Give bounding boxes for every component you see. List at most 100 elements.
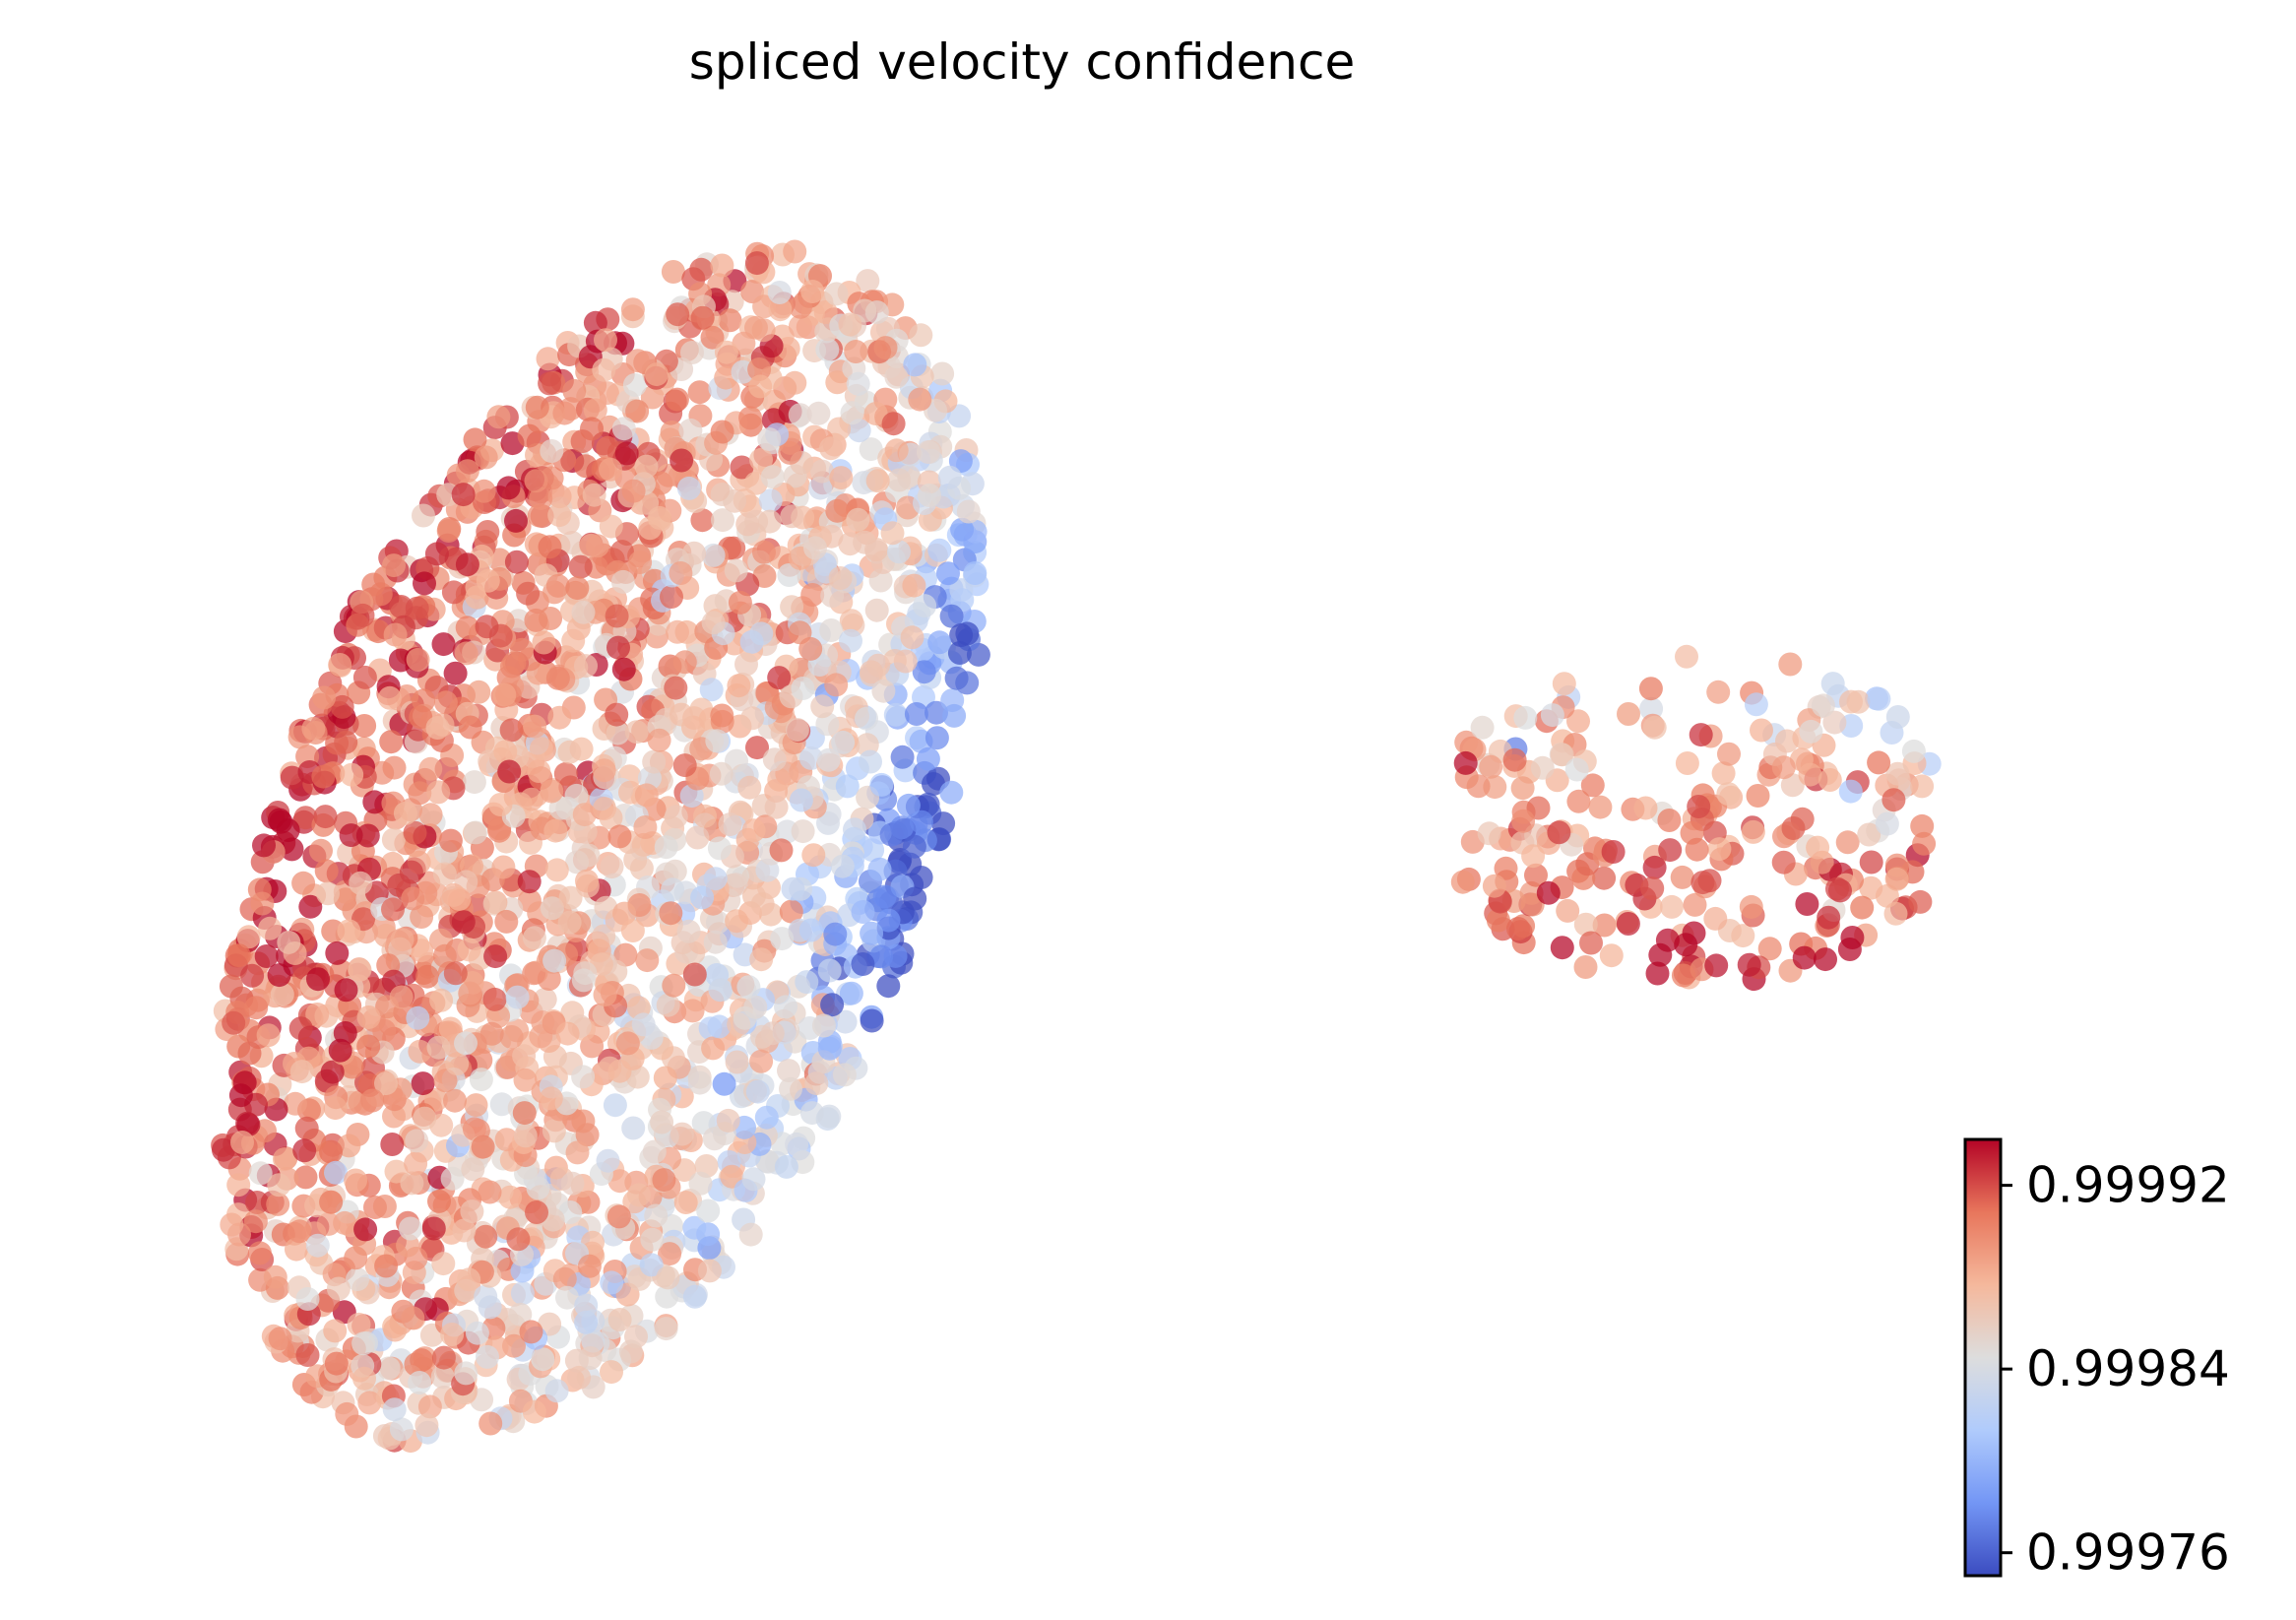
data-point xyxy=(478,1295,502,1320)
data-point xyxy=(654,835,678,860)
data-point xyxy=(606,1204,631,1229)
data-point xyxy=(592,758,616,783)
data-point xyxy=(734,652,758,677)
data-point xyxy=(939,780,964,805)
data-point xyxy=(337,919,361,943)
data-point xyxy=(244,996,269,1020)
data-point xyxy=(800,583,825,607)
data-point xyxy=(640,1227,665,1252)
data-point xyxy=(487,548,512,572)
data-point xyxy=(819,618,844,642)
data-point xyxy=(256,1023,281,1048)
data-point xyxy=(611,657,636,681)
data-point xyxy=(425,716,450,740)
data-point xyxy=(609,540,634,564)
data-point xyxy=(780,504,804,529)
data-point xyxy=(825,370,850,395)
data-point xyxy=(1536,880,1561,905)
colorbar-tick-label: 0.99984 xyxy=(2026,1340,2230,1397)
data-point xyxy=(1716,782,1741,807)
data-point xyxy=(1901,739,1926,763)
data-point xyxy=(411,1071,435,1096)
data-point xyxy=(670,702,693,727)
data-point xyxy=(815,338,840,361)
data-point xyxy=(627,1183,651,1207)
data-point xyxy=(538,371,562,396)
data-point xyxy=(664,676,688,700)
data-point xyxy=(620,919,645,942)
data-point xyxy=(884,438,909,463)
data-point xyxy=(779,1076,802,1101)
data-point xyxy=(382,755,407,780)
data-point xyxy=(324,1160,348,1185)
data-point xyxy=(744,509,769,534)
scatter-points xyxy=(211,239,1942,1454)
data-point xyxy=(558,885,583,910)
data-point xyxy=(749,1049,774,1073)
data-point xyxy=(294,1116,319,1140)
data-point xyxy=(389,1417,414,1442)
data-point xyxy=(537,967,561,991)
data-point xyxy=(770,927,795,951)
data-point xyxy=(479,1021,504,1046)
data-point xyxy=(696,1199,721,1223)
data-point xyxy=(212,1137,235,1162)
data-point xyxy=(389,985,414,1009)
data-point xyxy=(925,700,948,725)
data-point xyxy=(811,1013,836,1038)
data-point xyxy=(939,604,964,628)
data-point xyxy=(673,1191,698,1214)
data-point xyxy=(555,1285,579,1310)
data-point xyxy=(876,908,901,933)
data-point xyxy=(947,641,972,665)
data-point xyxy=(1640,876,1665,901)
data-point xyxy=(334,978,358,1003)
data-point xyxy=(352,1366,376,1391)
data-point xyxy=(730,455,754,480)
data-point xyxy=(1564,757,1589,782)
data-point xyxy=(583,398,607,422)
data-point xyxy=(499,718,524,743)
data-point xyxy=(1506,917,1530,940)
data-point xyxy=(376,1356,401,1381)
data-point xyxy=(236,925,261,949)
data-point xyxy=(838,312,862,337)
data-point xyxy=(1580,773,1605,798)
data-point xyxy=(500,654,524,679)
data-point xyxy=(795,970,819,995)
data-point xyxy=(476,568,500,593)
data-point xyxy=(611,417,636,441)
data-point xyxy=(779,899,803,924)
data-point xyxy=(798,636,823,661)
data-point xyxy=(409,705,433,730)
data-point xyxy=(1910,813,1935,838)
data-point xyxy=(791,819,815,844)
data-point xyxy=(337,1134,361,1158)
data-point xyxy=(270,982,294,1006)
data-point xyxy=(427,1189,451,1213)
data-point xyxy=(690,508,715,533)
data-point xyxy=(226,1173,251,1198)
data-point xyxy=(820,993,845,1017)
data-point xyxy=(1682,921,1706,945)
data-point xyxy=(539,607,563,630)
data-point xyxy=(250,891,275,916)
data-point xyxy=(440,1166,465,1191)
data-point xyxy=(758,488,783,513)
data-point xyxy=(748,374,773,399)
data-point xyxy=(458,981,482,1005)
data-point xyxy=(517,870,542,894)
data-point xyxy=(403,820,427,845)
data-point xyxy=(319,1139,343,1164)
data-point xyxy=(465,1321,489,1345)
data-point xyxy=(431,632,456,657)
data-point xyxy=(568,554,593,579)
data-point xyxy=(912,660,936,684)
data-point xyxy=(642,749,667,774)
data-point xyxy=(1825,876,1849,901)
data-point xyxy=(443,1088,467,1113)
data-point xyxy=(716,1108,740,1133)
colorbar-tick-label: 0.99992 xyxy=(2026,1157,2230,1214)
data-point xyxy=(379,730,404,754)
data-point xyxy=(482,891,507,916)
